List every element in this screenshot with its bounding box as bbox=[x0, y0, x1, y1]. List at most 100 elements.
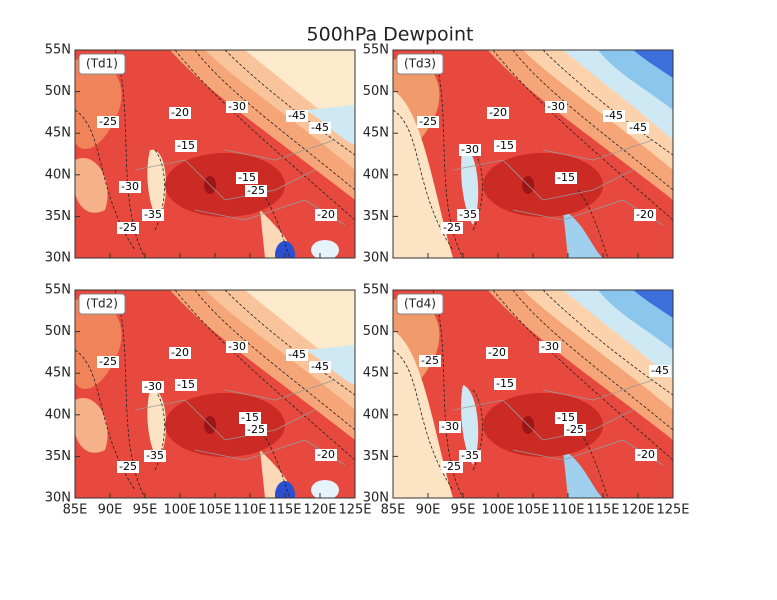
lon-tick-label: 110E bbox=[551, 503, 584, 518]
lat-tick-label: 45N bbox=[45, 366, 71, 381]
contour-line bbox=[472, 389, 483, 471]
contour-label-box bbox=[309, 122, 331, 134]
contour-label-box bbox=[119, 181, 141, 193]
contour-label: -35 bbox=[461, 449, 479, 462]
contour-line bbox=[174, 50, 355, 221]
field bbox=[75, 50, 355, 258]
contour-line bbox=[154, 389, 165, 471]
contour-label-box bbox=[539, 341, 561, 353]
border-line bbox=[542, 379, 654, 401]
panel-label: (Td2) bbox=[86, 297, 118, 311]
contour-label: -20 bbox=[317, 208, 335, 221]
lon-tick-label: 115E bbox=[268, 503, 301, 518]
field-region bbox=[563, 450, 603, 498]
contour-line bbox=[492, 290, 673, 461]
lat-tick-label: 35N bbox=[45, 449, 71, 464]
map-panel: (Td2)-25-20 -30-45-45-30 -15-15-25-35 -20-2… bbox=[45, 283, 372, 518]
lat-tick-label: 35N bbox=[363, 209, 389, 224]
lon-tick-label: 110E bbox=[233, 503, 266, 518]
contour-label-box bbox=[97, 356, 119, 368]
contour-label-box bbox=[175, 140, 197, 152]
contour-label: -20 bbox=[488, 346, 506, 359]
contour-label: -30 bbox=[121, 180, 139, 193]
contour-line bbox=[432, 50, 464, 258]
contour-label: -20 bbox=[637, 448, 655, 461]
field-region bbox=[275, 481, 295, 498]
lon-tick-label: 105E bbox=[198, 503, 231, 518]
contour-line bbox=[512, 50, 673, 191]
field-region bbox=[275, 241, 295, 258]
lat-tick-label: 55N bbox=[45, 43, 71, 58]
contour-label: -45 bbox=[288, 348, 306, 361]
contour-label: -45 bbox=[629, 121, 647, 134]
lon-tick-label: 125E bbox=[338, 503, 371, 518]
contour-label-box bbox=[439, 421, 461, 433]
contour-label: -30 bbox=[547, 100, 565, 113]
field-region bbox=[461, 385, 479, 465]
field-region bbox=[393, 330, 453, 498]
contour-label: -25 bbox=[99, 115, 117, 128]
field bbox=[393, 290, 673, 498]
contour-label-box bbox=[286, 349, 308, 361]
contour-label-box bbox=[309, 361, 331, 373]
field-region bbox=[311, 240, 339, 258]
contour-line bbox=[194, 290, 355, 431]
contour-label-box bbox=[286, 110, 308, 122]
contour-line bbox=[174, 290, 355, 461]
contour-label: -25 bbox=[119, 221, 137, 234]
contour-label-box bbox=[117, 222, 139, 234]
contour-label-box bbox=[555, 412, 577, 424]
contour-label: -15 bbox=[557, 171, 575, 184]
contour-line bbox=[492, 50, 673, 221]
map-panel: (Td1)-25-20 -30-45-45-15-30-15-25-35 -20-2… bbox=[45, 43, 356, 266]
contour-line bbox=[194, 50, 355, 191]
contour-label-box bbox=[486, 347, 508, 359]
contour-label-box bbox=[555, 172, 577, 184]
border-line bbox=[134, 399, 316, 441]
contour-label-box bbox=[245, 424, 267, 436]
contour-label: -45 bbox=[605, 109, 623, 122]
contour-label: -25 bbox=[566, 423, 584, 436]
contour-label: -20 bbox=[489, 106, 507, 119]
field-region bbox=[483, 153, 603, 217]
lon-tick-label: 90E bbox=[98, 503, 123, 518]
lon-tick-label: 100E bbox=[163, 503, 196, 518]
border-line bbox=[134, 159, 316, 201]
lat-tick-label: 30N bbox=[363, 251, 389, 266]
border-line bbox=[542, 139, 654, 161]
contour-label-box bbox=[627, 122, 649, 134]
contour-label-box bbox=[419, 355, 441, 367]
contour-label-box bbox=[635, 449, 657, 461]
contour-label: -30 bbox=[441, 420, 459, 433]
field-region bbox=[75, 158, 108, 213]
contour-label-box bbox=[315, 209, 337, 221]
contour-label-box bbox=[487, 107, 509, 119]
field-region bbox=[165, 393, 285, 457]
panel-label: (Td4) bbox=[404, 297, 436, 311]
lat-tick-label: 40N bbox=[363, 407, 389, 422]
contour-label: -35 bbox=[146, 449, 164, 462]
contour-line bbox=[542, 290, 673, 396]
contour-label-box bbox=[457, 209, 479, 221]
contour-label: -25 bbox=[421, 354, 439, 367]
contour-label: -15 bbox=[177, 378, 195, 391]
lon-tick-label: 95E bbox=[451, 503, 476, 518]
contour-label: -30 bbox=[228, 340, 246, 353]
border-line bbox=[224, 139, 336, 161]
contour-line bbox=[577, 189, 609, 258]
field-region bbox=[75, 398, 108, 453]
contour-label: -35 bbox=[459, 208, 477, 221]
lon-tick-label: 125E bbox=[656, 503, 689, 518]
lon-tick-label: 115E bbox=[586, 503, 619, 518]
lon-tick-label: 120E bbox=[303, 503, 336, 518]
panel-label-box bbox=[78, 53, 126, 75]
contour-label: -30 bbox=[461, 143, 479, 156]
contour-label: -25 bbox=[247, 423, 265, 436]
contour-label-box bbox=[417, 116, 439, 128]
contour-label-box bbox=[226, 341, 248, 353]
field-region bbox=[311, 480, 339, 498]
contour-label: -20 bbox=[171, 346, 189, 359]
field-region bbox=[393, 90, 453, 258]
contour-label: -25 bbox=[99, 355, 117, 368]
